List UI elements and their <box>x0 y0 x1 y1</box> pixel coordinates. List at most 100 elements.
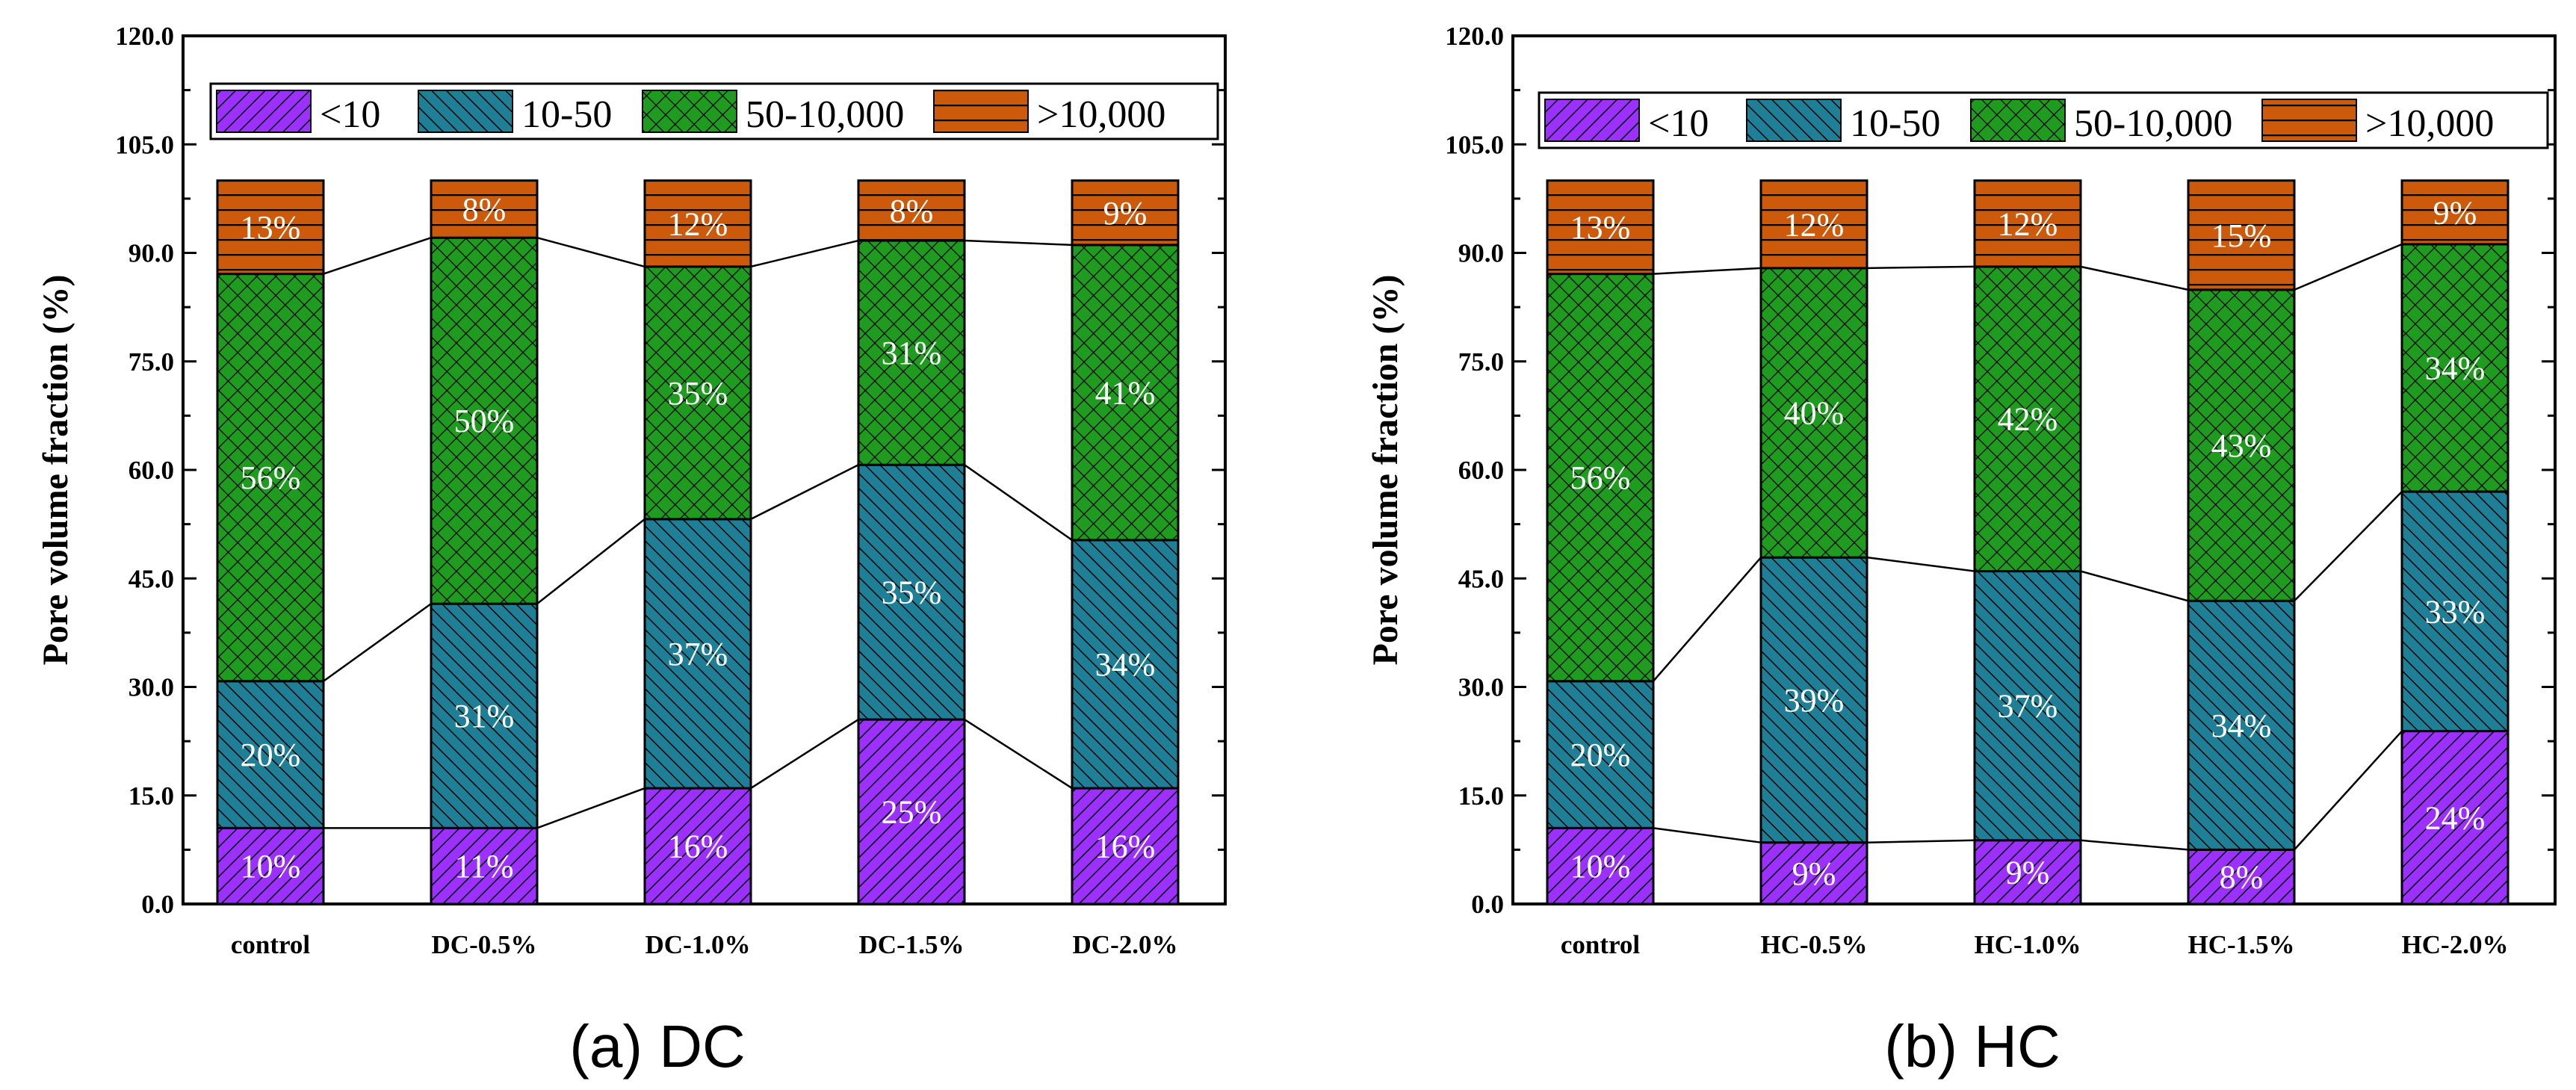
y-tick-label: 60.0 <box>1458 456 1504 485</box>
legend-label-lt10: <10 <box>1648 102 1709 145</box>
connector-lines <box>323 236 1073 829</box>
bar-segment-10-50 <box>857 463 966 721</box>
bar-segment-10-50 <box>1759 556 1868 844</box>
connector-line <box>750 239 859 268</box>
connector-line <box>536 787 645 829</box>
bar-segment-10-50 <box>1071 539 1180 790</box>
bar-segment-50-10000 <box>643 265 752 521</box>
x-tick-label: DC-1.5% <box>859 930 965 959</box>
data-label-50-10000: 56% <box>241 459 301 496</box>
connector-lines <box>1653 243 2403 851</box>
bars: 10% 20% 56% 13% 11% 31% 50% 8% 16% 37% 35% 12% 25% 35… <box>216 179 1180 905</box>
y-tick-label: 15.0 <box>129 781 174 811</box>
x-tick-label: DC-2.0% <box>1073 930 1178 959</box>
caption-name: DC <box>659 1013 746 1080</box>
bar-segment-50-10000 <box>857 239 966 466</box>
data-label-gt10000: 12% <box>1784 206 1845 243</box>
connector-line <box>1866 556 1975 572</box>
bar-segment-50-10000 <box>1071 244 1180 542</box>
legend-swatch-lt10 <box>216 90 312 133</box>
caption-letter: (b) <box>1884 1013 1957 1080</box>
connector-line <box>2080 570 2189 602</box>
connector-line <box>1866 265 1975 270</box>
data-label-gt10000: 9% <box>2433 194 2477 231</box>
data-label-lt10: 11% <box>454 848 513 885</box>
bar-segment-lt10 <box>857 718 966 905</box>
x-tick-labels: control DC-0.5% DC-1.0% DC-1.5% DC-2.0% <box>231 930 1178 959</box>
data-label-lt10: 16% <box>1095 829 1156 865</box>
x-tick-label: control <box>1561 930 1641 959</box>
data-label-50-10000: 35% <box>668 375 728 412</box>
legend-swatch-lt10 <box>1544 99 1640 142</box>
bar-segment-gt10000 <box>2187 179 2296 291</box>
data-label-gt10000: 8% <box>890 193 934 229</box>
connector-line <box>323 236 432 275</box>
data-label-50-10000: 56% <box>1570 459 1631 496</box>
legend-swatch-gt10000 <box>2261 99 2357 142</box>
legend: <10 10-50 50-10,000 >10,000 <box>209 82 1219 140</box>
bar-segment-10-50 <box>1973 570 2082 842</box>
data-label-10-50: 31% <box>454 698 515 734</box>
caption-name: HC <box>1974 1013 2061 1080</box>
legend: <10 10-50 50-10,000 >10,000 <box>1538 91 2549 149</box>
y-tick-label: 30.0 <box>129 673 174 702</box>
chart-panel-hc: 0.0 15.0 30.0 45.0 60.0 75.0 90.0 105.0 120.0 10… <box>1366 22 2557 1080</box>
connector-line <box>750 719 859 790</box>
y-tick-label: 120.0 <box>115 22 174 51</box>
x-tick-label: control <box>231 930 311 959</box>
bar-segment-gt10000 <box>1759 179 1868 270</box>
data-label-lt10: 9% <box>1792 855 1836 892</box>
data-label-10-50: 34% <box>1095 646 1156 683</box>
legend-label-lt10: <10 <box>320 93 380 136</box>
bar-segment-gt10000 <box>857 179 966 242</box>
data-label-lt10: 16% <box>668 829 728 865</box>
legend-label-50-10000: 50-10,000 <box>746 93 904 136</box>
legend-swatch-10-50 <box>418 90 513 133</box>
y-axis-title: Pore volume fraction (%) <box>36 275 75 666</box>
connector-line <box>1653 267 1762 275</box>
data-label-50-10000: 34% <box>2425 350 2486 386</box>
connector-line <box>964 719 1073 790</box>
data-label-gt10000: 12% <box>1998 205 2058 242</box>
data-label-lt10: 8% <box>2220 859 2264 896</box>
y-tick-label: 120.0 <box>1445 22 1504 51</box>
connector-line <box>323 603 432 682</box>
y-tick-label: 105.0 <box>1445 130 1504 159</box>
bar-segment-lt10 <box>2400 730 2510 905</box>
connector-line <box>536 236 645 268</box>
data-label-50-10000: 50% <box>454 403 515 439</box>
legend-label-gt10000: >10,000 <box>2365 102 2494 145</box>
connector-line <box>1653 557 1762 682</box>
data-label-10-50: 20% <box>241 737 301 773</box>
legend-label-50-10000: 50-10,000 <box>2074 102 2232 145</box>
bar-segment-50-10000 <box>1973 265 2082 573</box>
legend-swatch-50-10000 <box>1970 99 2066 142</box>
x-tick-label: HC-2.0% <box>2402 930 2509 959</box>
data-label-10-50: 39% <box>1784 682 1845 719</box>
y-axis: 0.0 15.0 30.0 45.0 60.0 75.0 90.0 105.0 120.0 <box>1445 22 2555 919</box>
connector-line <box>1866 839 1975 843</box>
bar-segment-gt10000 <box>1546 179 1655 276</box>
y-tick-label: 90.0 <box>129 239 174 268</box>
legend-swatch-10-50 <box>1746 99 1842 142</box>
data-label-lt10: 9% <box>2006 854 2050 891</box>
bar-segment-10-50 <box>430 602 539 829</box>
bar-segment-50-10000 <box>2400 243 2510 493</box>
x-tick-labels: control HC-0.5% HC-1.0% HC-1.5% HC-2.0% <box>1561 930 2509 959</box>
bar-segment-lt10 <box>216 826 325 905</box>
connector-line <box>964 239 1073 247</box>
data-label-10-50: 33% <box>2425 593 2486 630</box>
bar-segment-lt10 <box>643 787 752 905</box>
connector-line <box>1653 827 1762 843</box>
bar-segment-50-10000 <box>2187 288 2296 602</box>
bar-segment-50-10000 <box>1759 267 1868 559</box>
connector-line <box>536 518 645 605</box>
data-label-gt10000: 13% <box>1570 209 1631 246</box>
data-label-50-10000: 40% <box>1784 395 1845 432</box>
bar-segment-10-50 <box>2187 599 2296 851</box>
y-tick-label: 90.0 <box>1458 239 1504 268</box>
data-label-10-50: 35% <box>882 575 942 611</box>
y-axis-title: Pore volume fraction (%) <box>1366 275 1405 666</box>
data-label-50-10000: 31% <box>882 335 942 371</box>
chart-panel-dc: 0.0 15.0 30.0 45.0 60.0 75.0 90.0 105.0 120.0 10… <box>36 22 1227 1080</box>
